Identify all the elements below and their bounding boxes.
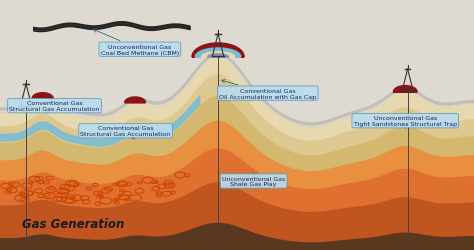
- Polygon shape: [201, 52, 235, 58]
- Polygon shape: [208, 54, 228, 58]
- Polygon shape: [195, 49, 241, 58]
- Text: Unconventional Gas
Tight Sandstones Structural Trap: Unconventional Gas Tight Sandstones Stru…: [354, 116, 457, 129]
- Text: Conventional Gas
Oil Accumulation with Gas Cap: Conventional Gas Oil Accumulation with G…: [219, 80, 316, 99]
- Text: Conventional Gas
Structural Gas Accumulation: Conventional Gas Structural Gas Accumula…: [9, 101, 100, 114]
- Polygon shape: [32, 93, 53, 99]
- Polygon shape: [125, 98, 146, 103]
- Polygon shape: [192, 44, 244, 58]
- Text: Unconventional Gas
Coal Bed Methane (CBM): Unconventional Gas Coal Bed Methane (CBM…: [93, 30, 179, 56]
- Text: Conventional Gas
Structural Gas Accumulation: Conventional Gas Structural Gas Accumula…: [81, 126, 171, 139]
- Text: Gas Generation: Gas Generation: [22, 217, 125, 230]
- Polygon shape: [393, 86, 417, 92]
- Text: Unconventional Gas
Shale Gas Play: Unconventional Gas Shale Gas Play: [222, 173, 285, 187]
